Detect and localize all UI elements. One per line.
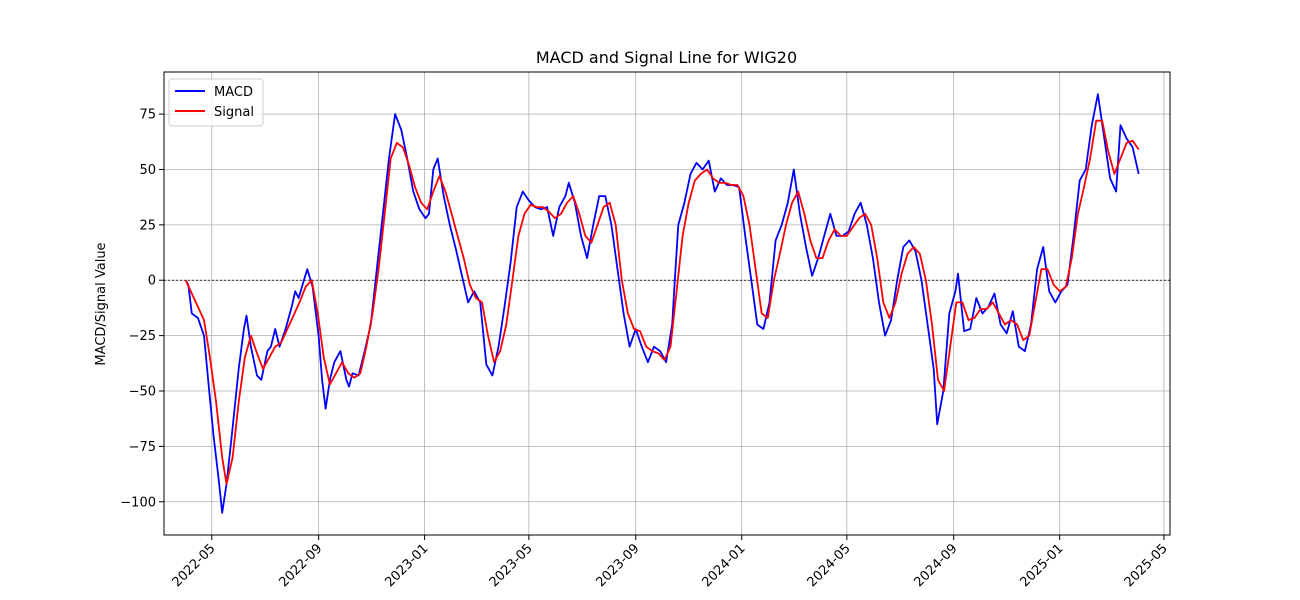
series-layer — [184, 93, 1140, 514]
y-tick-label: 0 — [148, 274, 156, 289]
series-line-macd — [184, 93, 1140, 514]
y-tick-label: 25 — [139, 218, 156, 233]
legend: MACD Signal — [168, 78, 264, 127]
legend-label-signal: Signal — [214, 105, 254, 120]
y-tick-label: −50 — [129, 385, 156, 400]
y-tick-label: 50 — [139, 163, 156, 178]
grid — [164, 72, 1170, 535]
chart-title: MACD and Signal Line for WIG20 — [536, 48, 797, 67]
y-tick-label: 75 — [139, 108, 156, 123]
y-tick-label: −25 — [129, 329, 156, 344]
y-tick-label: −75 — [129, 440, 156, 455]
y-tick-label: −100 — [120, 495, 156, 510]
plot-area-frame — [163, 71, 1171, 536]
series-line-signal — [184, 119, 1140, 485]
y-axis-ticks: −100 −75 −50 −25 0 25 50 75 — [120, 108, 164, 510]
legend-label-macd: MACD — [214, 85, 253, 100]
y-axis-title: MACD/Signal Value — [94, 242, 109, 365]
